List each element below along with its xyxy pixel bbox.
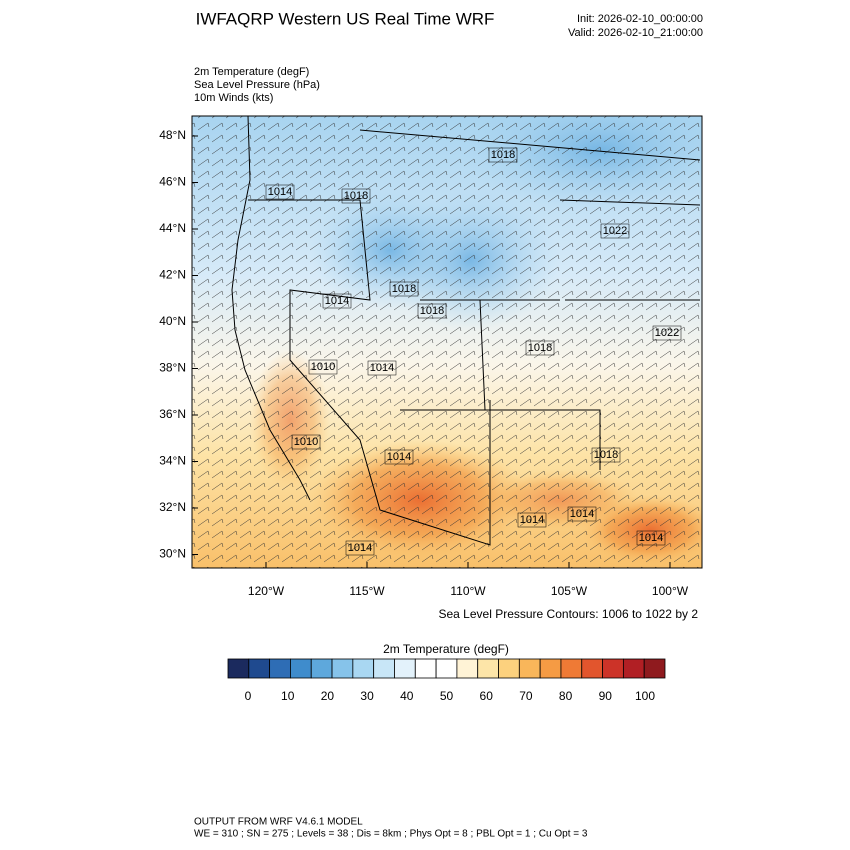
contour-label: 1018: [392, 283, 416, 295]
contour-label-box: [636, 530, 666, 546]
contour-label-box: [308, 359, 338, 375]
lat-label: 32°N: [159, 500, 186, 514]
title: IWFAQRP Western US Real Time WRF: [196, 9, 495, 28]
valid-time: Valid: 2026-02-10_21:00:00: [568, 27, 703, 39]
colorbar-tick-label: 20: [321, 689, 335, 703]
colorbar-tick-label: 50: [440, 689, 454, 703]
lon-label: 120°W: [248, 584, 285, 598]
contour-label-box: [600, 223, 630, 239]
lon-label: 115°W: [349, 584, 385, 598]
colorbar-box: [622, 658, 645, 679]
lat-label: 40°N: [159, 314, 186, 328]
contour-label-box: [384, 449, 414, 465]
lat-label: 34°N: [159, 454, 186, 468]
field-label: Sea Level Pressure (hPa): [194, 79, 320, 91]
contour-label: 1018: [344, 190, 368, 202]
field-label: 2m Temperature (degF): [194, 66, 309, 78]
contour-label: 1018: [528, 342, 552, 354]
colorbar-box: [394, 658, 416, 679]
colorbar-box: [518, 658, 541, 679]
colorbar-box: [310, 658, 333, 679]
contour-label: 1014: [639, 532, 663, 544]
lat-label: 38°N: [159, 361, 186, 375]
colorbar-box: [227, 658, 250, 679]
contour-label-box: [389, 281, 419, 297]
contour-label-box: [567, 506, 597, 522]
contour-label-box: [517, 512, 547, 528]
contour-label-box: [341, 188, 371, 204]
lat-label: 48°N: [159, 128, 186, 142]
footer-line: WE = 310 ; SN = 275 ; Levels = 38 ; Dis …: [194, 829, 588, 840]
contour-label-box: [345, 540, 375, 556]
contour-label: 1014: [570, 508, 594, 520]
colorbar-tick-label: 90: [599, 689, 613, 703]
init-time: Init: 2026-02-10_00:00:00: [577, 13, 703, 25]
colorbar-tick-label: 30: [360, 689, 374, 703]
contour-label: 1018: [491, 149, 515, 161]
map-field: [192, 116, 702, 568]
contour-label: 1014: [268, 186, 292, 198]
colorbar-box: [248, 658, 271, 679]
lat-label: 36°N: [159, 407, 186, 421]
colorbar-box: [414, 658, 437, 679]
contour-label: 1018: [420, 305, 444, 317]
lat-label: 46°N: [159, 175, 186, 189]
map-frame: [191, 115, 703, 569]
colorbar-box: [477, 658, 499, 679]
colorbar-box: [539, 658, 562, 679]
colorbar-box: [602, 658, 624, 679]
colorbar-box: [290, 658, 312, 679]
contour-label-box: [591, 447, 621, 463]
contour-label-box: [417, 303, 447, 319]
contour-label-box: [488, 147, 518, 163]
colorbar-tick-label: 100: [635, 689, 655, 703]
colorbar-title: 2m Temperature (degF): [383, 642, 509, 656]
field-label: 10m Winds (kts): [194, 92, 273, 104]
contour-label: 1014: [520, 514, 544, 526]
contour-note: Sea Level Pressure Contours: 1006 to 102…: [439, 607, 699, 621]
contour-label-box: [265, 184, 295, 200]
lon-label: 105°W: [551, 584, 588, 598]
colorbar-box: [373, 658, 395, 679]
colorbar-tick-label: 70: [519, 689, 533, 703]
contour-label-box: [652, 325, 682, 341]
contour-label: 1014: [348, 542, 372, 554]
colorbar-box: [352, 658, 375, 679]
colorbar-tick-label: 10: [281, 689, 295, 703]
contour-label: 1018: [594, 449, 618, 461]
colorbar-box: [643, 658, 666, 679]
colorbar-tick-label: 40: [400, 689, 414, 703]
contour-label-box: [525, 340, 555, 356]
contour-label: 1010: [311, 361, 335, 373]
colorbar-tick-label: 60: [480, 689, 494, 703]
contour-label: 1014: [325, 295, 349, 307]
contour-label: 1022: [603, 225, 627, 237]
colorbar-box: [269, 658, 291, 679]
contour-label: 1014: [370, 362, 394, 374]
colorbar-box: [331, 658, 354, 679]
colorbar-box: [560, 658, 583, 679]
lat-label: 30°N: [159, 547, 186, 561]
lat-label: 42°N: [159, 268, 186, 282]
colorbar-tick-label: 80: [559, 689, 573, 703]
contour-label-box: [291, 434, 321, 450]
lat-label: 44°N: [159, 221, 186, 235]
footer-line: OUTPUT FROM WRF V4.6.1 MODEL: [194, 817, 363, 828]
contour-label-box: [367, 360, 397, 376]
lon-label: 100°W: [652, 584, 689, 598]
colorbar-box: [456, 658, 479, 679]
contour-label: 1022: [655, 327, 679, 339]
colorbar-box: [498, 658, 520, 679]
contour-label-box: [322, 293, 352, 309]
lon-label: 110°W: [450, 584, 486, 598]
contour-label: 1010: [294, 436, 318, 448]
contour-label: 1014: [387, 451, 411, 463]
colorbar-tick-label: 0: [245, 689, 252, 703]
colorbar-box: [581, 658, 603, 679]
colorbar-box: [435, 658, 458, 679]
